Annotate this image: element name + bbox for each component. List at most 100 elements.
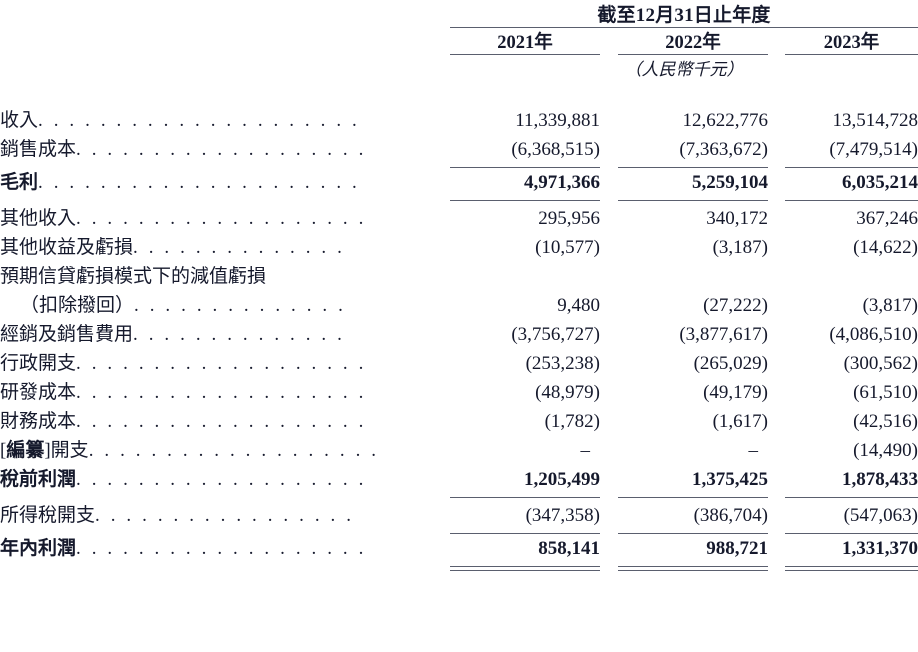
- final-double-rule-y2: [618, 566, 768, 571]
- pbt-rule-y2: [618, 497, 768, 498]
- cell-cost-of-sales-2021: (6,368,515): [511, 139, 600, 160]
- header-top-rule-y2: [618, 27, 768, 28]
- gap-pfy-1: [600, 534, 618, 563]
- table-row-profit-for-year: 年內利潤. . . . . . . . . . . . . . . . . . …: [0, 534, 918, 563]
- row-label-ecl-impairment: 預期信貸虧損模式下的減值虧損 （扣除撥回）. . . . . . . . . . …: [0, 262, 450, 320]
- gap-gp-1: [600, 168, 618, 197]
- gap-ae-2: [768, 349, 785, 378]
- cell-profit-before-tax-2023: 1,878,433: [842, 469, 918, 490]
- row-label-income-tax-expense: 所得稅開支. . . . . . . . . . . . . . . . .: [0, 501, 450, 530]
- header-body-spacer-cell: [0, 80, 918, 106]
- gross-profit-bottom-rule-row: [0, 200, 918, 201]
- table-row-other-income: 其他收入. . . . . . . . . . . . . . . . . . …: [0, 204, 918, 233]
- currency-note-row: （人民幣千元）: [0, 55, 918, 80]
- gp-bot-rule-y1: [450, 200, 600, 201]
- profit-year-top-rule-row: [0, 533, 918, 534]
- row-label-admin-expenses: 行政開支. . . . . . . . . . . . . . . . . . …: [0, 349, 450, 378]
- header-top-rule-gap2: [768, 27, 785, 28]
- row-label-profit-before-tax-text: 稅前利潤: [0, 469, 77, 490]
- row-label-other-gains-losses: 其他收益及虧損. . . . . . . . . . . . . .: [0, 233, 450, 262]
- gap-le-1: [600, 436, 618, 465]
- header-top-rule-row: [0, 27, 918, 28]
- gap-le-2: [768, 436, 785, 465]
- row-label-profit-for-year-text: 年內利潤: [0, 538, 77, 559]
- cell-admin-expenses-2023: (300,562): [843, 353, 918, 374]
- cell-selling-expenses-2021: (3,756,727): [511, 324, 600, 345]
- row-label-selling-expenses: 經銷及銷售費用. . . . . . . . . . . . . .: [0, 320, 450, 349]
- pbt-rule-y3: [785, 497, 918, 498]
- cell-finance-costs-2022: (1,617): [712, 411, 768, 432]
- gap-se-1: [600, 320, 618, 349]
- year-rule-y3: [785, 54, 918, 55]
- gap-oi-1: [600, 204, 618, 233]
- leader-dots-listing-expenses: . . . . . . . . . . . . . . . . . . .: [88, 440, 380, 461]
- row-label-rnd-costs-text: 研發成本: [0, 382, 77, 403]
- py-top-rule-y3: [785, 533, 918, 534]
- cell-profit-for-year-2021: 858,141: [538, 538, 600, 559]
- year-rule-y1: [450, 54, 600, 55]
- currency-unit-note: （人民幣千元）: [624, 60, 744, 79]
- leader-dots-finance-costs: . . . . . . . . . . . . . . . . . . .: [76, 411, 367, 432]
- gap-ecl-1: [600, 262, 618, 320]
- final-rule-gap2: [768, 567, 785, 571]
- gap-rnd-1: [600, 378, 618, 407]
- header-title-spacer: [0, 0, 450, 28]
- cell-listing-expenses-2022: –: [748, 440, 759, 461]
- header-top-rule-y1: [450, 27, 600, 28]
- row-label-other-gains-losses-text: 其他收益及虧損: [0, 237, 134, 258]
- row-label-listing-expenses: [編纂]開支. . . . . . . . . . . . . . . . . …: [0, 436, 450, 465]
- row-label-ecl-line2: （扣除撥回）: [20, 295, 135, 316]
- row-label-listing-bracket-close: ]: [44, 440, 51, 461]
- cell-other-income-2023: 367,246: [856, 208, 918, 229]
- cell-listing-expenses-2023: (14,490): [853, 440, 918, 461]
- table-row-profit-before-tax: 稅前利潤. . . . . . . . . . . . . . . . . . …: [0, 465, 918, 494]
- cell-other-income-2021: 295,956: [538, 208, 600, 229]
- row-label-finance-costs-text: 財務成本: [0, 411, 77, 432]
- leader-dots-ecl: . . . . . . . . . . . . . .: [134, 295, 346, 316]
- row-label-profit-before-tax: 稅前利潤. . . . . . . . . . . . . . . . . . …: [0, 465, 450, 494]
- row-label-admin-expenses-text: 行政開支: [0, 353, 77, 374]
- table-row-cost-of-sales: 銷售成本. . . . . . . . . . . . . . . . . . …: [0, 135, 918, 164]
- cell-ecl-2023: (3,817): [862, 295, 918, 316]
- cell-rnd-costs-2022: (49,179): [703, 382, 768, 403]
- cell-profit-before-tax-2022: 1,375,425: [692, 469, 768, 490]
- cell-cost-of-sales-2023: (7,479,514): [829, 139, 918, 160]
- cell-selling-expenses-2023: (4,086,510): [829, 324, 918, 345]
- row-label-listing-bracket-open: [: [0, 440, 7, 461]
- cell-cost-of-sales-2022: (7,363,672): [679, 139, 768, 160]
- gap-revenue-2: [768, 106, 785, 135]
- cell-admin-expenses-2022: (265,029): [693, 353, 768, 374]
- gap-ogl-1: [600, 233, 618, 262]
- row-label-rnd-costs: 研發成本. . . . . . . . . . . . . . . . . . …: [0, 378, 450, 407]
- gap-pbt-2: [768, 465, 785, 494]
- gap-oi-2: [768, 204, 785, 233]
- gap-se-2: [768, 320, 785, 349]
- header-top-rule-gap1: [600, 27, 618, 28]
- cell-ecl-2021: 9,480: [557, 295, 600, 316]
- header-top-rule-y3: [785, 27, 918, 28]
- gap-pfy-2: [768, 534, 785, 563]
- cell-profit-before-tax-2021: 1,205,499: [524, 469, 600, 490]
- year-gap-2: [768, 28, 785, 55]
- leader-dots-profit-for-year: . . . . . . . . . . . . . . . . . . .: [76, 538, 367, 559]
- cell-rnd-costs-2021: (48,979): [535, 382, 600, 403]
- gap-rnd-2: [768, 378, 785, 407]
- row-label-cost-of-sales-text: 銷售成本: [0, 139, 77, 160]
- leader-dots-other-income: . . . . . . . . . . . . . . . . . . .: [76, 208, 367, 229]
- cell-income-tax-expense-2021: (347,358): [525, 505, 600, 526]
- gap-ogl-2: [768, 233, 785, 262]
- leader-dots-admin-expenses: . . . . . . . . . . . . . . . . . . .: [76, 353, 367, 374]
- final-double-rule-y3: [785, 566, 918, 571]
- year-header-row: 2021年 2022年 2023年: [0, 28, 918, 55]
- final-double-rule-row: [0, 566, 918, 571]
- row-label-listing-bracket-text: 編纂: [6, 440, 45, 461]
- row-label-income-tax-expense-text: 所得稅開支: [0, 505, 96, 526]
- cell-revenue-2023: 13,514,728: [832, 110, 918, 131]
- row-label-cost-of-sales: 銷售成本. . . . . . . . . . . . . . . . . . …: [0, 135, 450, 164]
- cell-rnd-costs-2023: (61,510): [853, 382, 918, 403]
- table-row-ecl-impairment: 預期信貸虧損模式下的減值虧損 （扣除撥回）. . . . . . . . . . …: [0, 262, 918, 320]
- gp-top-rule-y3: [785, 167, 918, 168]
- row-label-gross-profit: 毛利. . . . . . . . . . . . . . . . . . . …: [0, 168, 450, 197]
- cell-revenue-2022: 12,622,776: [682, 110, 769, 131]
